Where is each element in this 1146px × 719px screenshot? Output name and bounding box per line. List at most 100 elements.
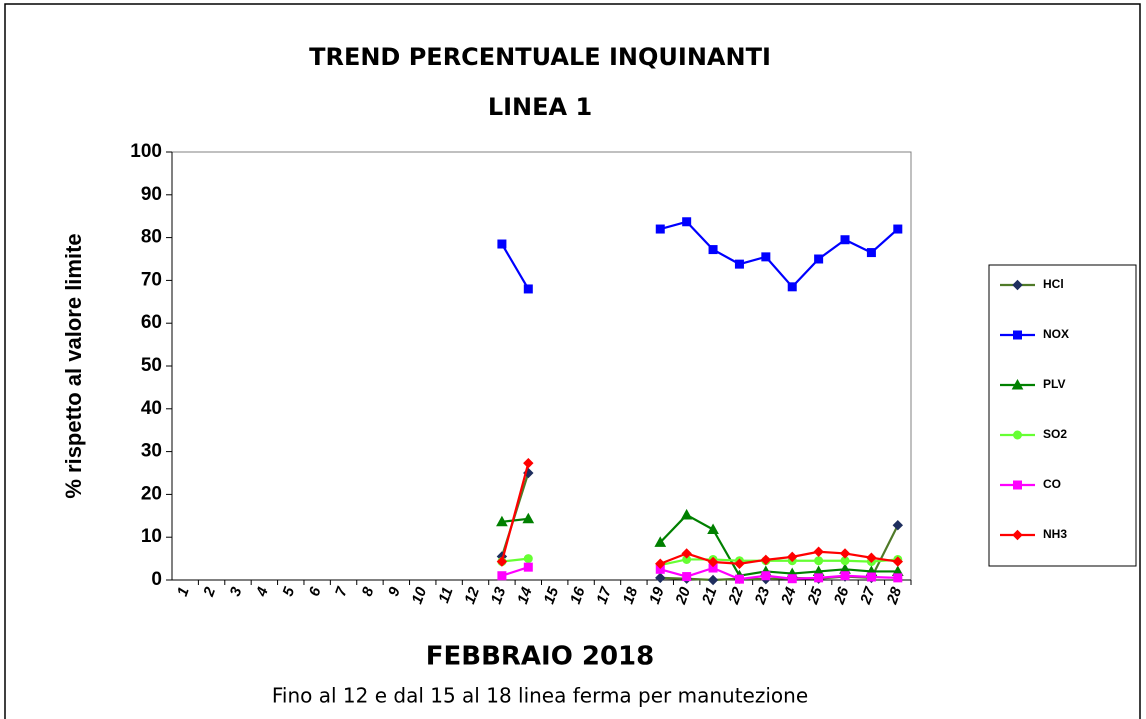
x-tick-label: 17 [593,584,615,606]
x-tick-label: 12 [461,584,483,606]
x-tick-label: 16 [567,584,589,606]
data-point [522,512,535,524]
data-point [497,239,507,249]
data-point [681,548,692,559]
x-tick-label: 3 [227,584,246,598]
legend-label: CO [1043,477,1061,491]
data-point [840,235,850,245]
data-point [814,573,824,583]
data-point [523,284,533,294]
legend-label: HCl [1043,277,1064,291]
y-axis-label: % rispetto al valore limite [61,233,86,498]
x-tick-label: 25 [804,584,826,607]
series-line [501,513,898,577]
y-tick-label: 60 [141,312,162,333]
x-tick-label: 10 [409,584,431,606]
legend-marker [1013,480,1022,490]
data-point [655,572,666,584]
x-tick-label: 19 [646,584,668,606]
x-tick-label: 2 [200,584,219,599]
legend-label: SO2 [1043,427,1067,441]
x-tick-label: 4 [253,584,272,599]
data-point [708,245,718,255]
data-point [497,571,507,581]
x-tick-label: 1 [174,585,193,599]
series-line [500,220,899,290]
data-point [496,515,508,527]
y-tick-label: 70 [141,269,162,290]
data-point [866,248,876,258]
note: Fino al 12 e dal 15 al 18 linea ferma pe… [272,684,808,708]
data-point [734,558,745,569]
x-tick-label: 20 [672,584,694,607]
x-tick-label: 14 [514,584,536,606]
data-point [655,224,665,234]
data-point [707,574,719,586]
legend-marker [1012,279,1023,291]
data-point [496,556,508,567]
data-point [893,573,903,583]
legend-label: PLV [1043,377,1065,391]
x-tick-label: 8 [359,584,378,598]
x-tick-label: 9 [385,584,404,598]
data-point [655,558,666,569]
x-tick-label: 28 [883,584,905,607]
data-point [734,259,744,269]
chart-title: TREND PERCENTUALE INQUINANTI [309,43,771,71]
data-point [523,457,534,469]
y-tick-label: 40 [141,398,162,419]
series-line [500,472,899,582]
data-point [814,556,824,566]
legend-label: NH3 [1043,527,1067,541]
data-point [654,536,667,547]
y-tick-label: 80 [141,227,162,248]
x-tick-label: 18 [620,584,642,606]
x-tick-label: 21 [699,585,721,607]
x-axis-label: FEBBRAIO 2018 [426,642,655,672]
data-point [761,571,771,581]
x-tick-label: 24 [778,584,800,607]
data-point [761,252,771,262]
x-tick-label: 11 [435,585,456,605]
data-point [523,562,533,572]
data-point [707,556,719,568]
data-point [839,548,851,559]
x-tick-label: 6 [306,584,325,598]
y-tick-label: 10 [141,526,162,547]
chart-frame [4,3,1141,719]
data-point [787,282,797,292]
y-tick-label: 50 [141,355,162,376]
x-tick-label: 27 [857,584,879,607]
data-point [787,574,797,584]
data-point [866,572,876,582]
x-tick-label: 23 [751,584,773,607]
x-tick-label: 15 [541,584,563,606]
y-tick-label: 90 [141,184,162,205]
data-point [840,571,850,581]
y-tick-label: 20 [141,483,162,504]
data-point [680,508,693,520]
chart-subtitle: LINEA 1 [488,93,592,121]
data-point [734,574,744,584]
legend-marker [1012,529,1023,541]
legend-marker [1013,430,1022,440]
data-point [892,520,904,531]
data-point [893,224,903,234]
legend-marker [1011,378,1024,390]
y-tick-label: 0 [151,569,162,590]
x-tick-label: 5 [279,584,298,598]
data-point [760,554,772,566]
x-tick-label: 22 [725,584,747,607]
y-tick-label: 30 [141,441,162,462]
data-point [813,546,824,557]
x-tick-label: 7 [332,584,351,598]
data-point [787,551,798,563]
series-line [500,462,898,565]
data-point [523,554,533,564]
legend-marker [1013,330,1022,340]
legend-label: NOX [1043,327,1069,341]
series-line [501,557,898,567]
plot-area [171,151,912,581]
x-tick-label: 13 [488,584,510,606]
